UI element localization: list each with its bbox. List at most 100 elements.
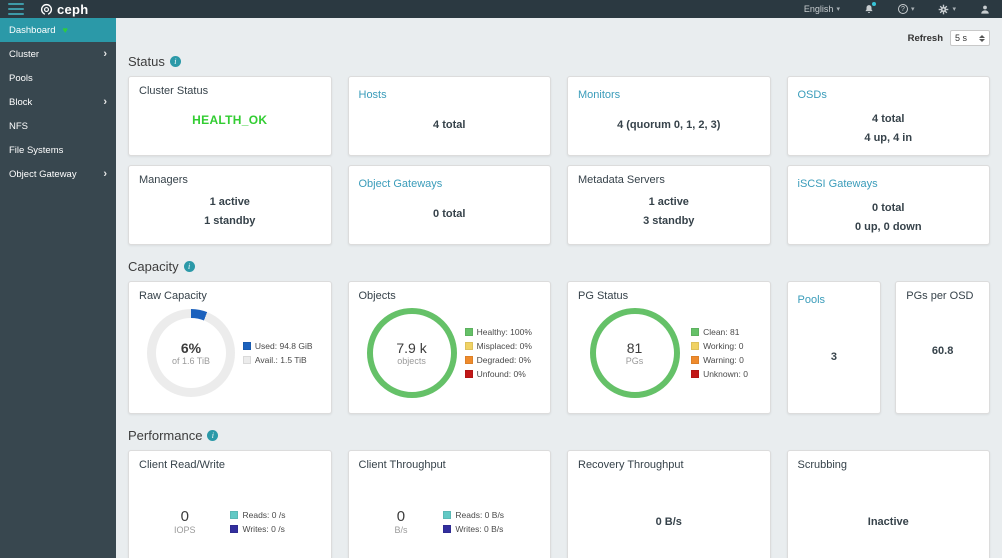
osds-updown-value: 4 up, 4 in — [864, 132, 913, 144]
notification-dot — [871, 1, 876, 6]
card-title: Raw Capacity — [139, 290, 207, 302]
settings-dropdown[interactable]: ▾ — [938, 4, 956, 15]
user-menu-button[interactable] — [980, 4, 990, 15]
osds-card: OSDs 4 total 4 up, 4 in — [786, 76, 990, 156]
sidebar-item-label: NFS — [9, 120, 28, 132]
health-heart-icon: ♥ — [62, 25, 68, 35]
performance-section-title: Performance — [128, 428, 203, 443]
ceph-logo-icon — [40, 3, 53, 16]
refresh-interval-select[interactable]: 5 s — [950, 30, 990, 46]
status-grid: Cluster Status HEALTH_OK Hosts 4 total M… — [128, 76, 990, 245]
legend-swatch — [230, 524, 239, 533]
client-iops-unit: IOPS — [173, 525, 196, 535]
hosts-link[interactable]: Hosts — [358, 89, 387, 101]
capacity-small-cards: Pools 3 PGs per OSD 60.8 — [786, 281, 990, 414]
sidebar-item-label: File Systems — [9, 144, 64, 156]
info-icon[interactable]: i — [207, 430, 219, 441]
iscsi-gateways-link[interactable]: iSCSI Gateways — [797, 178, 878, 190]
legend-swatch — [443, 510, 452, 519]
mds-active-value: 1 active — [648, 195, 689, 208]
user-icon — [981, 5, 989, 14]
client-throughput-unit: B/s — [394, 525, 408, 535]
notifications-button[interactable] — [864, 1, 876, 15]
objects-unit: objects — [397, 355, 426, 366]
sidebar: Dashboard ♥ Cluster › Pools Block › NFS … — [0, 18, 116, 558]
sidebar-item-filesystems[interactable]: File Systems — [0, 138, 116, 162]
iscsi-updown-value: 0 up, 0 down — [854, 221, 922, 233]
top-navbar: ceph English ▾ ? ▾ — [0, 0, 1002, 18]
sidebar-item-label: Object Gateway — [9, 168, 77, 180]
osds-link[interactable]: OSDs — [797, 89, 827, 101]
monitors-link[interactable]: Monitors — [578, 89, 621, 101]
client-throughput-legend: Reads: 0 B/s Writes: 0 B/s — [443, 510, 504, 534]
pgs-per-osd-card: PGs per OSD 60.8 — [895, 281, 990, 414]
sidebar-item-cluster[interactable]: Cluster › — [0, 42, 116, 66]
gear-icon — [939, 4, 949, 14]
pg-status-legend: Clean: 81 Working: 0 Warning: 0 Unknown:… — [691, 327, 748, 379]
select-arrows-icon — [979, 34, 985, 42]
menu-icon[interactable] — [8, 3, 24, 15]
managers-standby-value: 1 standby — [204, 215, 256, 227]
sidebar-item-pools[interactable]: Pools — [0, 66, 116, 90]
card-title: Client Read/Write — [139, 459, 225, 471]
raw-capacity-legend: Used: 94.8 GiB Avail.: 1.5 TiB — [242, 340, 313, 365]
hosts-value: 4 total — [433, 119, 466, 132]
monitors-card: Monitors 4 (quorum 0, 1, 2, 3) — [567, 76, 771, 156]
card-title: Scrubbing — [797, 459, 848, 471]
card-title: PG Status — [578, 290, 629, 302]
sidebar-item-label: Dashboard — [9, 24, 56, 36]
objects-count: 7.9 k — [396, 339, 427, 356]
legend-swatch — [464, 355, 473, 364]
hosts-card: Hosts 4 total — [347, 76, 551, 156]
pools-link[interactable]: Pools — [797, 294, 826, 306]
iscsi-total-value: 0 total — [872, 201, 905, 214]
info-icon[interactable]: i — [169, 56, 181, 67]
objects-legend: Healthy: 100% Misplaced: 0% Degraded: 0%… — [464, 326, 532, 379]
pg-count: 81 — [626, 339, 643, 356]
legend-label: Unknown: 0 — [703, 368, 748, 379]
legend-swatch — [242, 341, 251, 350]
osds-total-value: 4 total — [872, 112, 905, 125]
status-section-title: Status — [128, 54, 165, 69]
legend-swatch — [230, 510, 239, 519]
language-dropdown[interactable]: English ▾ — [804, 4, 840, 14]
objects-ring-chart: 7.9 k objects — [366, 307, 457, 398]
language-label: English — [803, 4, 834, 14]
legend-swatch — [691, 369, 700, 378]
metadata-servers-card: Metadata Servers 1 active 3 standby — [567, 165, 771, 245]
client-throughput-card: Client Throughput 0 B/s Reads: 0 B/s Wri… — [347, 450, 551, 558]
help-dropdown[interactable]: ? ▾ — [897, 4, 914, 14]
info-icon[interactable]: i — [183, 261, 195, 272]
card-title: Objects — [358, 290, 396, 302]
sidebar-item-nfs[interactable]: NFS — [0, 114, 116, 138]
sidebar-item-label: Block — [9, 96, 33, 108]
cluster-status-card: Cluster Status HEALTH_OK — [128, 76, 332, 156]
sidebar-item-dashboard[interactable]: Dashboard ♥ — [0, 18, 116, 42]
bell-icon — [865, 4, 873, 13]
legend-label: Reads: 0 /s — [242, 509, 286, 520]
raw-capacity-percent: 6% — [180, 339, 202, 356]
legend-label: Working: 0 — [703, 340, 744, 351]
legend-label: Healthy: 100% — [476, 326, 532, 337]
iscsi-gateways-card: iSCSI Gateways 0 total 0 up, 0 down — [786, 165, 990, 245]
capacity-grid: Raw Capacity 6% of 1.6 TiB Used: 94.8 Gi… — [128, 281, 990, 414]
chevron-right-icon: › — [103, 167, 107, 180]
card-title: PGs per OSD — [906, 290, 974, 302]
pools-value: 3 — [830, 350, 837, 363]
legend-label: Used: 94.8 GiB — [254, 340, 313, 351]
brand-name: ceph — [57, 1, 89, 17]
object-gateways-link[interactable]: Object Gateways — [358, 178, 443, 190]
sidebar-item-object-gateway[interactable]: Object Gateway › — [0, 162, 116, 186]
sidebar-item-block[interactable]: Block › — [0, 90, 116, 114]
recovery-throughput-card: Recovery Throughput 0 B/s — [567, 450, 771, 558]
client-throughput-value: 0 — [396, 508, 406, 525]
raw-capacity-card: Raw Capacity 6% of 1.6 TiB Used: 94.8 Gi… — [128, 281, 332, 414]
card-title: Metadata Servers — [578, 174, 665, 186]
ceph-brand[interactable]: ceph — [40, 2, 89, 17]
client-read-write-card: Client Read/Write 0 IOPS Reads: 0 /s Wri… — [128, 450, 332, 558]
legend-swatch — [443, 524, 452, 533]
legend-label: Reads: 0 B/s — [455, 509, 505, 520]
object-gateways-value: 0 total — [433, 208, 466, 221]
card-title: Recovery Throughput — [578, 459, 684, 471]
main-content: Refresh 5 s Status i Cluster Status HEAL… — [116, 18, 1002, 558]
